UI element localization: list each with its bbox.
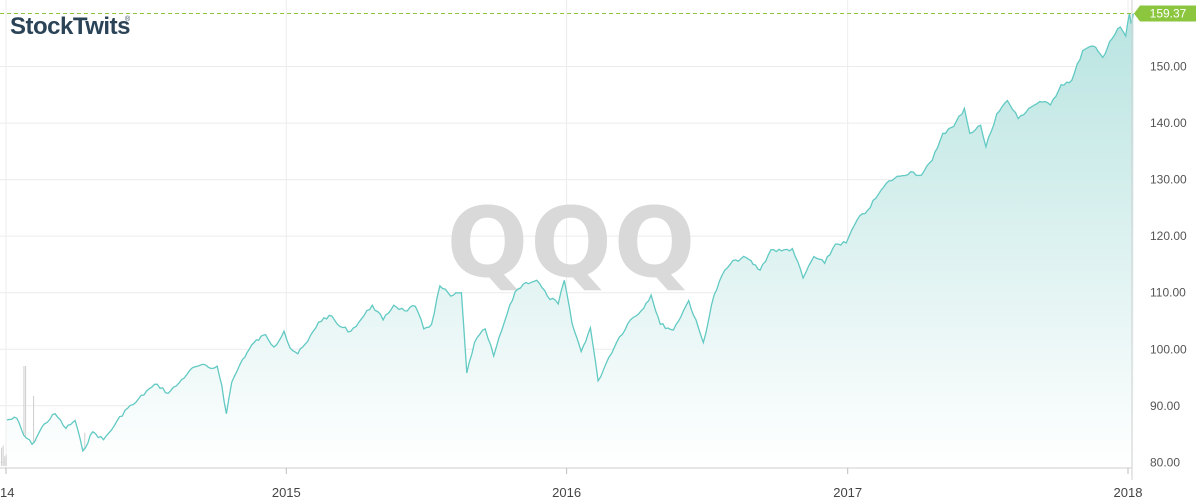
volume-bar bbox=[5, 454, 7, 466]
volume-bar bbox=[33, 396, 35, 466]
x-tick-label: 2018 bbox=[1114, 485, 1143, 500]
volume-bar bbox=[1, 447, 3, 466]
x-tick-label: 14 bbox=[0, 485, 14, 500]
volume-bar bbox=[4, 456, 6, 466]
brand-logo: StockTwits ® bbox=[10, 13, 131, 40]
price-area bbox=[6, 13, 1134, 469]
y-tick-label: 120.00 bbox=[1150, 229, 1187, 243]
y-tick-label: 140.00 bbox=[1150, 116, 1187, 130]
last-price-label: 159.37 bbox=[1150, 7, 1187, 21]
price-line bbox=[6, 13, 1135, 453]
volume-bar bbox=[2, 445, 4, 466]
brand-registered-mark: ® bbox=[125, 15, 131, 23]
y-tick-label: 100.00 bbox=[1150, 342, 1187, 356]
last-price-badge bbox=[1134, 5, 1196, 22]
x-tick-label: 2017 bbox=[833, 485, 862, 500]
volume-bar bbox=[25, 366, 27, 466]
y-tick-label: 110.00 bbox=[1150, 286, 1186, 300]
y-tick-label: 130.00 bbox=[1150, 173, 1187, 187]
y-tick-label: 150.00 bbox=[1150, 60, 1187, 74]
x-tick-label: 2016 bbox=[552, 485, 581, 500]
y-axis: 80.00 90.00 100.00 110.00 120.00 130.00 140.00… bbox=[1150, 60, 1187, 470]
x-tick-label: 2015 bbox=[272, 485, 301, 500]
brand-name: StockTwits bbox=[10, 13, 130, 40]
y-tick-label: 90.00 bbox=[1150, 399, 1180, 413]
volume-bar bbox=[23, 366, 25, 466]
symbol-watermark: QQQ bbox=[447, 187, 698, 299]
x-axis: 14 2015 2016 2017 2018 bbox=[0, 467, 1143, 500]
last-price-marker: 159.37 bbox=[1134, 5, 1196, 22]
y-tick-label: 80.00 bbox=[1150, 455, 1180, 469]
